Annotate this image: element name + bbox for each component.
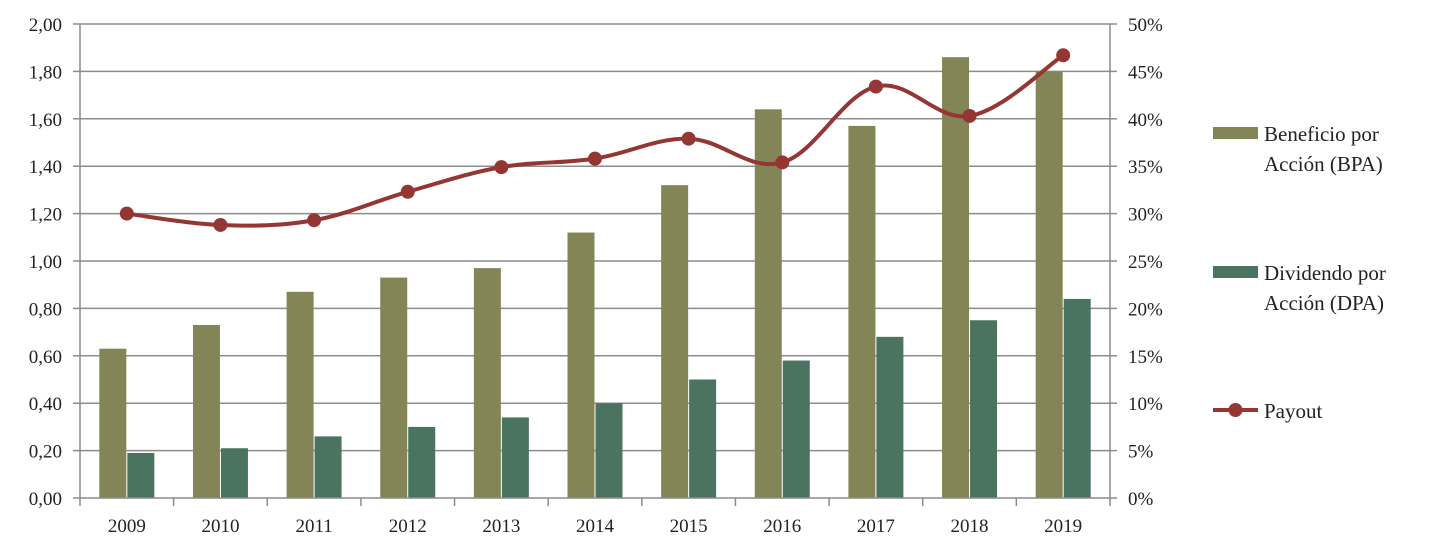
- right-axis-tick-label: 20%: [1128, 299, 1163, 320]
- dpa-bar: [782, 360, 810, 498]
- dpa-bar: [501, 417, 529, 498]
- axes: [73, 23, 1117, 506]
- payout-line: [119, 48, 1071, 232]
- bpa-bar: [192, 324, 220, 498]
- right-axis-tick-label: 30%: [1128, 205, 1163, 226]
- dpa-bar: [876, 336, 904, 498]
- left-axis-tick-label: 1,00: [29, 252, 62, 273]
- right-axis-tick-label: 25%: [1128, 252, 1163, 273]
- dpa-bar: [314, 436, 342, 498]
- bpa-bar: [567, 232, 595, 498]
- payout-marker: [868, 79, 883, 94]
- x-axis-tick-label: 2017: [857, 516, 895, 537]
- gridlines: [80, 23, 1110, 452]
- right-axis-tick-label: 0%: [1128, 489, 1154, 510]
- dpa-bar: [408, 426, 436, 498]
- x-axis-tick-label: 2009: [108, 516, 146, 537]
- dpa-bar: [220, 448, 248, 498]
- dpa-bar: [595, 403, 623, 498]
- x-axis-tick-label: 2010: [201, 516, 239, 537]
- dpa-bar: [689, 379, 717, 498]
- left-axis-tick-label: 1,60: [29, 110, 62, 131]
- bpa-bar: [1035, 71, 1063, 499]
- right-axis-tick-label: 10%: [1128, 394, 1163, 415]
- payout-marker: [119, 206, 134, 221]
- left-axis-tick-label: 1,80: [29, 62, 62, 83]
- bpa-bar: [754, 109, 782, 498]
- x-axis-tick-label: 2019: [1044, 516, 1082, 537]
- left-axis-tick-label: 0,00: [29, 489, 62, 510]
- left-axis-tick-label: 1,20: [29, 205, 62, 226]
- legend-label: Dividendo por: [1264, 261, 1386, 285]
- bpa-bar: [942, 57, 970, 499]
- payout-marker: [962, 108, 977, 123]
- legend: Beneficio por Acción (BPA) Dividendo por Ac…: [1213, 122, 1386, 423]
- dpa-bar: [1063, 298, 1091, 498]
- x-axis-tick-label: 2018: [951, 516, 989, 537]
- bpa-bar: [286, 291, 314, 498]
- payout-marker: [213, 217, 228, 232]
- payout-marker: [307, 213, 322, 228]
- x-axis-tick-label: 2013: [482, 516, 520, 537]
- payout-marker: [588, 151, 602, 166]
- payout-marker: [400, 184, 415, 199]
- payout-marker: [1056, 48, 1071, 63]
- bpa-bar: [661, 185, 689, 498]
- x-axis-tick-label: 2012: [389, 516, 427, 537]
- payout-line-path: [126, 53, 1065, 228]
- right-axis-tick-label: 35%: [1128, 157, 1163, 178]
- x-axis-tick-label: 2015: [670, 516, 708, 537]
- bars: [99, 57, 1091, 499]
- legend-label: Acción (DPA): [1264, 291, 1384, 315]
- bpa-bar: [473, 268, 501, 498]
- left-axis-tick-label: 0,20: [29, 442, 62, 463]
- dpa-bar: [127, 452, 155, 498]
- payout-marker: [494, 160, 509, 175]
- left-axis-tick-label: 2,00: [29, 15, 62, 36]
- x-axis-tick-label: 2014: [576, 516, 615, 537]
- legend-label: Beneficio por: [1264, 122, 1379, 146]
- x-axis-tick-labels: 2009 2010 2011 2012 2013 2014 2015 2016 2017 2018…: [108, 516, 1082, 537]
- legend-swatch-bpa: [1213, 127, 1258, 139]
- bpa-bar: [99, 348, 127, 498]
- left-axis-tick-label: 0,40: [29, 394, 62, 415]
- legend-label: Payout: [1264, 399, 1323, 423]
- right-axis-tick-label: 40%: [1128, 110, 1163, 131]
- bpa-bar: [380, 277, 408, 498]
- x-axis-tick-label: 2011: [295, 516, 332, 537]
- left-axis-tick-label: 0,80: [29, 299, 62, 320]
- legend-swatch-dpa: [1213, 266, 1258, 278]
- left-axis-tick-labels: 0,00 0,20 0,40 0,60 0,80 1,00 1,20 1,40 1,60 1,80…: [29, 15, 62, 510]
- payout-marker: [681, 131, 696, 146]
- x-axis-tick-label: 2016: [763, 516, 801, 537]
- left-axis-tick-label: 1,40: [29, 157, 62, 178]
- payout-marker: [775, 155, 790, 170]
- bpa-bar: [848, 125, 876, 498]
- right-axis-tick-label: 15%: [1128, 347, 1163, 368]
- right-axis-tick-labels: 0% 5% 10% 15% 20% 25% 30% 35% 40% 45% 50%: [1128, 15, 1163, 510]
- legend-label: Acción (BPA): [1264, 152, 1383, 176]
- right-axis-tick-label: 50%: [1128, 15, 1163, 36]
- left-axis-tick-label: 0,60: [29, 347, 62, 368]
- dpa-bar: [970, 320, 998, 498]
- legend-swatch-payout-marker: [1228, 403, 1243, 417]
- right-axis-tick-label: 5%: [1128, 442, 1154, 463]
- right-axis-tick-label: 45%: [1128, 62, 1163, 83]
